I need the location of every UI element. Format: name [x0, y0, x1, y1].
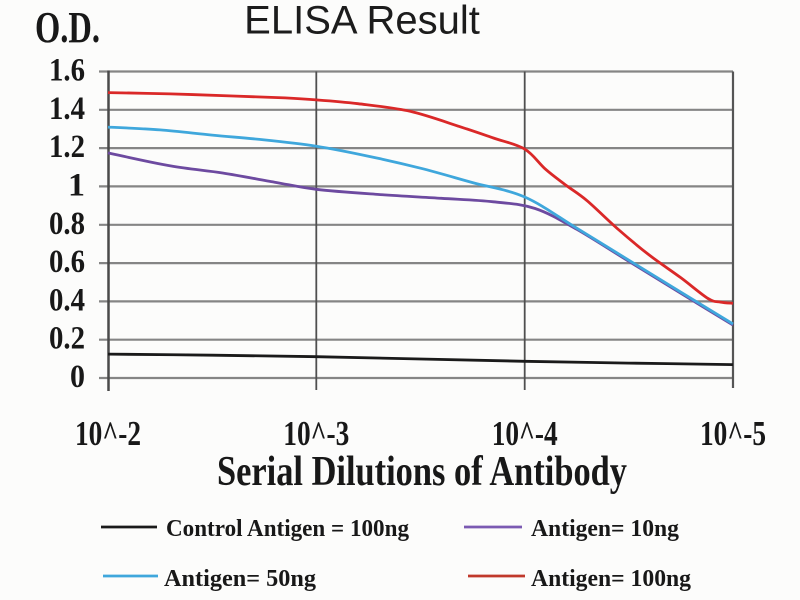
svg-text:Antigen= 10ng: Antigen= 10ng	[531, 515, 680, 542]
svg-text:O.D.: O.D.	[35, 3, 100, 52]
svg-text:10^-2: 10^-2	[75, 414, 141, 453]
svg-text:Control Antigen = 100ng: Control Antigen = 100ng	[166, 515, 410, 542]
svg-text:10^-5: 10^-5	[700, 414, 766, 453]
svg-text:10^-3: 10^-3	[283, 414, 349, 453]
svg-text:Antigen= 50ng: Antigen= 50ng	[164, 565, 317, 592]
svg-text:1.6: 1.6	[49, 53, 85, 89]
svg-text:0.4: 0.4	[49, 282, 85, 318]
svg-text:0.6: 0.6	[49, 244, 85, 280]
svg-text:0.2: 0.2	[49, 321, 85, 357]
svg-text:0.8: 0.8	[49, 206, 85, 242]
svg-text:ELISA Result: ELISA Result	[244, 0, 480, 43]
svg-text:Serial Dilutions of Antibody: Serial Dilutions of Antibody	[217, 449, 627, 495]
svg-text:1: 1	[68, 167, 85, 203]
svg-text:1.4: 1.4	[49, 91, 85, 127]
svg-text:0: 0	[70, 359, 85, 395]
svg-text:Antigen= 100ng: Antigen= 100ng	[531, 565, 692, 592]
svg-text:10^-4: 10^-4	[492, 414, 558, 453]
svg-text:1.2: 1.2	[49, 129, 85, 165]
